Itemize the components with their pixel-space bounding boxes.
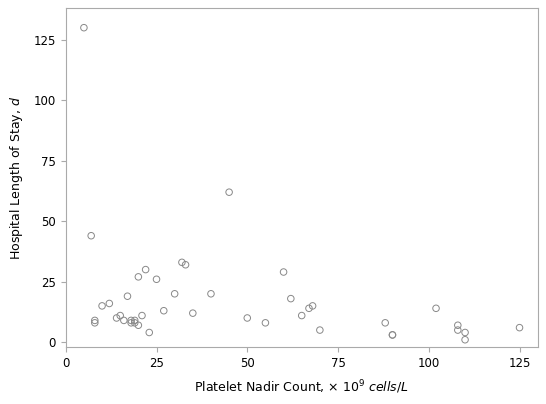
Point: [225, 189, 234, 196]
Point: [453, 322, 462, 328]
Point: [316, 327, 324, 333]
Point: [453, 327, 462, 333]
Point: [170, 290, 179, 297]
Point: [188, 310, 197, 316]
Point: [145, 329, 153, 336]
Point: [127, 320, 135, 326]
Point: [80, 25, 88, 31]
Point: [461, 337, 470, 343]
Point: [388, 332, 397, 338]
Point: [381, 320, 390, 326]
Point: [98, 303, 106, 309]
Point: [138, 312, 146, 319]
Point: [461, 329, 470, 336]
Point: [298, 312, 306, 319]
Point: [91, 317, 99, 324]
Point: [181, 261, 190, 268]
Point: [105, 300, 114, 307]
Point: [432, 305, 441, 311]
Point: [134, 322, 143, 328]
Point: [87, 232, 96, 239]
Point: [279, 269, 288, 275]
Point: [134, 274, 143, 280]
Point: [130, 320, 139, 326]
Point: [177, 259, 186, 265]
Point: [123, 293, 132, 299]
Point: [130, 317, 139, 324]
Point: [116, 312, 124, 319]
Point: [243, 315, 252, 321]
Y-axis label: Hospital Length of Stay, $\it{d}$: Hospital Length of Stay, $\it{d}$: [8, 96, 25, 260]
Point: [159, 307, 168, 314]
Point: [112, 315, 121, 321]
Point: [305, 305, 313, 311]
Point: [308, 303, 317, 309]
X-axis label: Platelet Nadir Count, $\times$ 10$^9$ $\it{cells/L}$: Platelet Nadir Count, $\times$ 10$^9$ $\…: [194, 378, 409, 396]
Point: [515, 324, 524, 331]
Point: [127, 317, 135, 324]
Point: [152, 276, 161, 282]
Point: [261, 320, 270, 326]
Point: [206, 290, 215, 297]
Point: [287, 295, 295, 302]
Point: [91, 320, 99, 326]
Point: [120, 317, 128, 324]
Point: [388, 332, 397, 338]
Point: [141, 266, 150, 273]
